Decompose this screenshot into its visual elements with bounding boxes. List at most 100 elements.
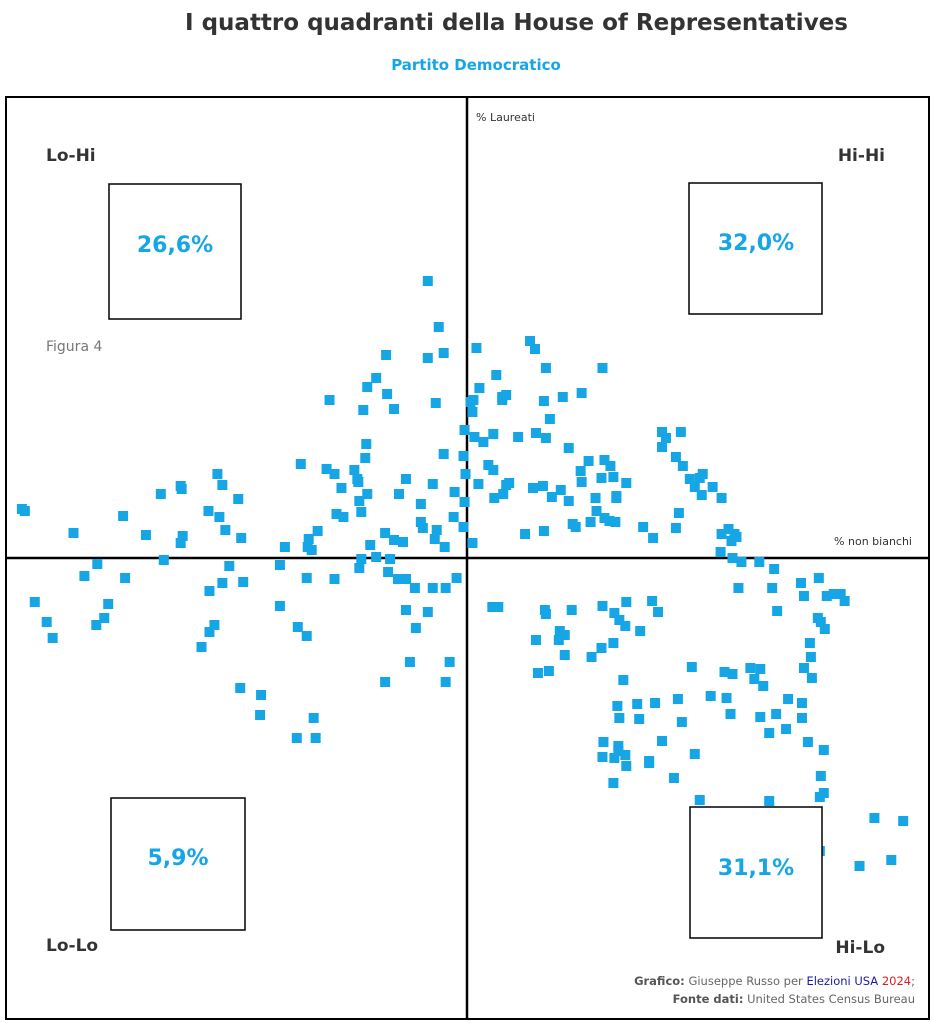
data-point-239 [802,737,813,747]
data-point-114 [41,617,52,627]
data-point-193 [673,508,684,518]
percentage-box-hi-hi [688,182,823,315]
data-point-202 [798,591,809,601]
data-point-252 [886,855,897,865]
data-point-42 [448,512,459,522]
data-point-19 [430,398,441,408]
data-point-149 [520,529,531,539]
credits-chart-prefix: Grafico: [634,974,685,988]
data-point-5 [525,336,536,346]
data-point-9 [530,428,541,438]
figure-label: Figura 4 [46,339,102,355]
data-point-32 [422,353,433,363]
data-point-128 [422,607,433,617]
data-point-223 [657,736,668,746]
credits-site-name: Elezioni USA [806,974,879,988]
data-point-49 [380,528,391,538]
data-point-57 [362,489,373,499]
data-point-288 [539,605,550,615]
data-point-194 [723,524,734,534]
data-point-4 [491,370,502,380]
data-point-275 [586,652,597,662]
data-point-46 [417,523,428,533]
data-point-26 [478,437,489,447]
data-point-201 [772,606,783,616]
data-point-21 [459,425,470,435]
data-point-265 [597,601,608,611]
data-point-17 [324,395,335,405]
data-point-125 [310,733,321,743]
data-point-215 [806,673,817,683]
data-point-109 [29,597,40,607]
data-point-116 [19,506,30,516]
data-point-79 [233,494,244,504]
credits-site-year: 2024 [881,974,912,988]
data-point-153 [590,493,601,503]
data-point-245 [814,792,825,802]
data-point-145 [513,432,524,442]
data-point-66 [312,526,323,536]
points-layer [16,276,909,871]
data-point-243 [815,771,826,781]
data-point-141 [501,390,512,400]
data-point-148 [538,526,549,536]
data-point-48 [389,535,400,545]
data-point-190 [648,533,659,543]
data-point-78 [409,583,420,593]
data-point-3 [471,343,482,353]
data-point-264 [566,605,577,615]
data-point-58 [352,474,363,484]
data-point-231 [727,669,738,679]
quadrant-label-lo-lo: Lo-Lo [46,936,98,956]
credits-line-1: Grafico: Giuseppe Russo per Elezioni USA… [634,972,915,990]
x-axis-label: % non bianchi [834,535,912,548]
data-point-206 [828,589,839,599]
data-point-214 [798,663,809,673]
quadrant-label-hi-lo: Hi-Lo [835,938,885,958]
credits-line-2: Fonte dati: United States Census Bureau [634,990,915,1008]
data-point-230 [721,693,732,703]
data-point-207 [835,589,846,599]
data-point-105 [103,599,114,609]
data-point-210 [815,617,826,627]
data-point-236 [783,694,794,704]
data-point-271 [635,626,646,636]
data-point-226 [668,773,679,783]
data-point-28 [488,465,499,475]
data-point-253 [597,752,608,762]
quadrant-label-lo-hi: Lo-Hi [46,146,96,166]
data-point-119 [204,586,215,596]
data-point-61 [356,507,367,517]
data-point-147 [528,483,539,493]
data-point-249 [854,861,865,871]
data-point-54 [440,583,451,593]
data-point-106 [79,571,90,581]
quadrant-label-hi-hi: Hi-Hi [838,146,885,166]
data-point-154 [596,473,607,483]
data-point-225 [608,778,619,788]
chart-title: I quattro quadranti della House of Repre… [185,10,848,36]
data-point-199 [769,564,780,574]
data-point-180 [585,517,596,527]
data-point-35 [329,469,340,479]
data-point-278 [543,666,554,676]
data-point-268 [621,597,632,607]
data-point-200 [767,583,778,593]
data-point-140 [488,429,499,439]
data-point-257 [632,699,643,709]
data-point-227 [694,795,705,805]
data-point-262 [612,701,623,711]
data-point-251 [898,816,909,826]
percentage-box-lo-lo [110,797,246,931]
data-point-82 [274,601,285,611]
data-point-136 [469,432,480,442]
data-point-156 [575,466,586,476]
data-point-123 [274,560,285,570]
data-point-129 [451,573,462,583]
data-point-272 [620,621,631,631]
data-point-263 [553,635,564,645]
data-point-2 [438,348,449,358]
data-point-196 [715,547,726,557]
data-point-59 [349,465,360,475]
data-point-43 [439,542,450,552]
